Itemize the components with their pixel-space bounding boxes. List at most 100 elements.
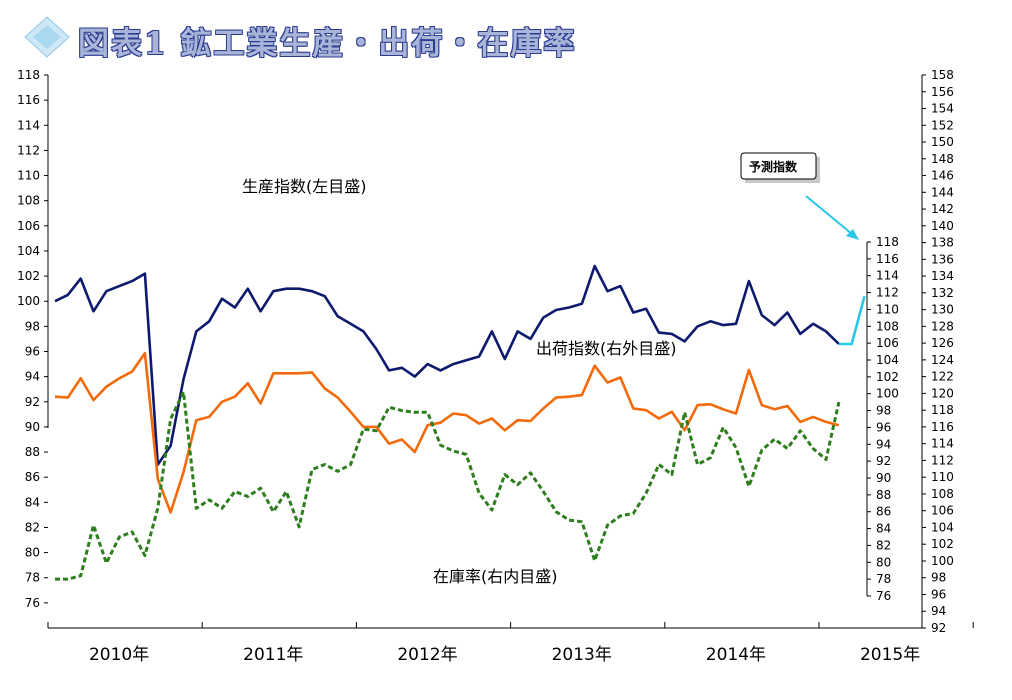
right-outer-axis-ticks: 92 94 96 98 100 102 104 106 108 110 112 114 116 118 12… xyxy=(922,68,954,635)
outer-tick-label: 114 xyxy=(931,437,954,451)
outer-tick-label: 104 xyxy=(931,520,954,534)
inner-tick-label: 100 xyxy=(876,387,899,401)
outer-tick-label: 106 xyxy=(931,504,954,518)
inner-tick-label: 104 xyxy=(876,353,899,367)
inner-tick-label: 90 xyxy=(876,471,891,485)
outer-tick-label: 146 xyxy=(931,169,954,183)
left-tick-label: 88 xyxy=(25,445,40,459)
outer-tick-label: 94 xyxy=(931,604,946,618)
chart-title: 図表1 鉱工業生産・出荷・在庫率 xyxy=(78,26,577,62)
inner-tick-label: 110 xyxy=(876,302,899,316)
inner-tick-label: 96 xyxy=(876,420,891,434)
left-tick-label: 76 xyxy=(25,596,40,610)
x-tick-label: 2013年 xyxy=(552,645,612,665)
left-tick-label: 104 xyxy=(17,244,40,258)
outer-tick-label: 158 xyxy=(931,68,954,82)
inner-tick-label: 84 xyxy=(876,522,891,536)
left-tick-label: 116 xyxy=(17,93,40,107)
inner-tick-label: 116 xyxy=(876,252,899,266)
shipment-line xyxy=(54,351,840,514)
inner-tick-label: 106 xyxy=(876,336,899,350)
left-tick-label: 118 xyxy=(17,68,40,82)
left-tick-label: 90 xyxy=(25,420,40,434)
outer-tick-label: 140 xyxy=(931,219,954,233)
outer-tick-label: 96 xyxy=(931,587,946,601)
series-layer xyxy=(54,264,866,581)
x-axis-ticks: 2010年 2011年 2012年 2013年 2014年 2015年 xyxy=(47,622,974,665)
outer-tick-label: 122 xyxy=(931,370,954,384)
inner-tick-label: 88 xyxy=(876,488,891,502)
chart-title-block: 図表1 鉱工業生産・出荷・在庫率 xyxy=(22,14,574,62)
outer-tick-label: 154 xyxy=(931,102,954,116)
inner-tick-label: 80 xyxy=(876,555,891,569)
outer-tick-label: 124 xyxy=(931,353,954,367)
left-tick-label: 108 xyxy=(17,194,40,208)
outer-tick-label: 144 xyxy=(931,185,954,199)
inner-tick-label: 118 xyxy=(876,235,899,249)
left-tick-label: 96 xyxy=(25,345,40,359)
forecast-line xyxy=(838,295,866,346)
inventory-line xyxy=(55,390,841,581)
x-tick-label: 2012年 xyxy=(397,645,457,665)
left-axis-ticks: 76 78 80 82 84 86 88 90 92 94 96 98 100 102 104 106 108 1… xyxy=(17,68,48,610)
left-tick-label: 78 xyxy=(25,571,40,585)
outer-tick-label: 112 xyxy=(931,453,954,467)
forecast-callout: 予測指数 xyxy=(740,152,859,240)
left-tick-label: 82 xyxy=(25,520,40,534)
left-tick-label: 102 xyxy=(17,269,40,283)
left-tick-label: 100 xyxy=(17,294,40,308)
outer-tick-label: 120 xyxy=(931,386,954,400)
outer-tick-label: 150 xyxy=(931,135,954,149)
outer-tick-label: 92 xyxy=(931,621,946,635)
production-annotation: 生産指数(左目盛) xyxy=(242,177,367,196)
left-tick-label: 94 xyxy=(25,370,40,384)
outer-tick-label: 128 xyxy=(931,319,954,333)
x-tick-label: 2014年 xyxy=(706,645,766,665)
left-tick-label: 114 xyxy=(17,118,40,132)
inner-tick-label: 98 xyxy=(876,404,891,418)
outer-tick-label: 116 xyxy=(931,420,954,434)
outer-tick-label: 148 xyxy=(931,152,954,166)
forecast-label: 予測指数 xyxy=(749,159,798,174)
outer-tick-label: 98 xyxy=(931,571,946,585)
outer-tick-label: 108 xyxy=(931,487,954,501)
outer-tick-label: 100 xyxy=(931,554,954,568)
outer-tick-label: 134 xyxy=(931,269,954,283)
inventory-annotation: 在庫率(右内目盛) xyxy=(433,567,558,586)
outer-tick-label: 142 xyxy=(931,202,954,216)
x-tick-label: 2010年 xyxy=(89,645,149,665)
left-tick-label: 110 xyxy=(17,169,40,183)
left-tick-label: 84 xyxy=(25,495,40,509)
outer-tick-label: 156 xyxy=(931,85,954,99)
inner-tick-label: 76 xyxy=(876,589,891,603)
diamond-icon xyxy=(24,16,70,58)
outer-tick-label: 136 xyxy=(931,252,954,266)
outer-tick-label: 110 xyxy=(931,470,954,484)
inner-tick-label: 92 xyxy=(876,454,891,468)
left-tick-label: 80 xyxy=(25,546,40,560)
outer-tick-label: 126 xyxy=(931,336,954,350)
inner-tick-label: 78 xyxy=(876,572,891,586)
outer-tick-label: 152 xyxy=(931,118,954,132)
inner-tick-label: 108 xyxy=(876,319,899,333)
right-inner-axis-ticks: 76 78 80 82 84 86 88 90 92 94 96 98 100 102 104 106 108 1… xyxy=(867,235,899,603)
left-tick-label: 106 xyxy=(17,219,40,233)
production-line xyxy=(54,264,840,466)
inner-tick-label: 86 xyxy=(876,505,891,519)
outer-tick-label: 132 xyxy=(931,286,954,300)
inner-tick-label: 102 xyxy=(876,370,899,384)
outer-tick-label: 102 xyxy=(931,537,954,551)
inner-tick-label: 94 xyxy=(876,437,891,451)
forecast-arrow xyxy=(805,195,853,235)
left-tick-label: 98 xyxy=(25,319,40,333)
x-tick-label: 2015年 xyxy=(860,645,920,665)
left-tick-label: 86 xyxy=(25,470,40,484)
x-tick-label: 2011年 xyxy=(243,645,303,665)
outer-tick-label: 138 xyxy=(931,236,954,250)
outer-tick-label: 130 xyxy=(931,303,954,317)
forecast-arrow-head xyxy=(846,229,859,240)
axes-layer xyxy=(47,75,923,629)
inner-tick-label: 114 xyxy=(876,269,899,283)
outer-tick-label: 118 xyxy=(931,403,954,417)
